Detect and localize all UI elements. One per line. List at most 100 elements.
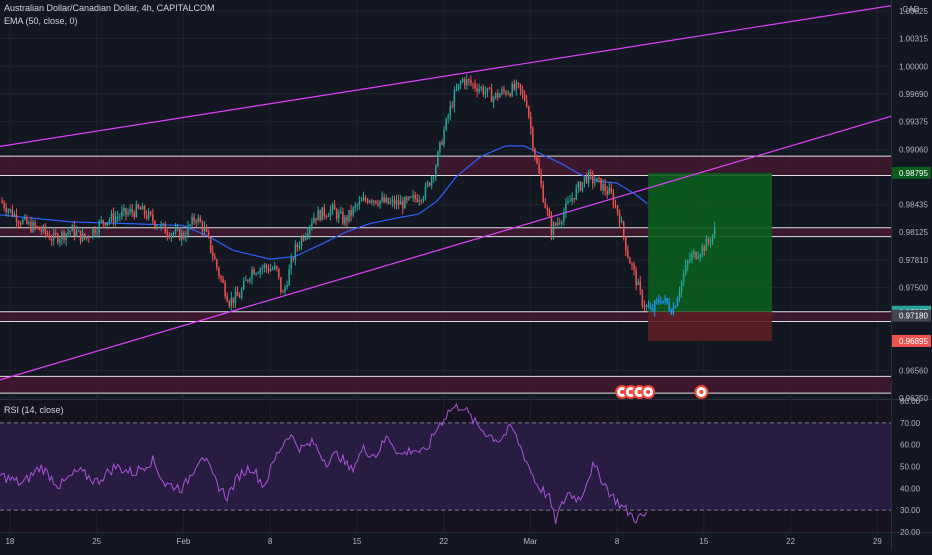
candle-body: [375, 200, 377, 204]
candle-body: [684, 265, 687, 275]
candle-body: [30, 222, 32, 232]
price-tick-label: 0.96250: [899, 394, 928, 403]
candle-body: [147, 211, 150, 219]
candle-body: [102, 219, 105, 223]
candle-body: [356, 205, 359, 207]
candle-body: [21, 219, 24, 224]
candle-body: [79, 230, 82, 242]
candle-body: [17, 222, 20, 224]
trendline: [0, 5, 892, 147]
candle-body: [63, 231, 65, 240]
candle-body: [474, 83, 476, 89]
candle-body: [486, 87, 489, 93]
currency-label: CAD: [903, 5, 920, 14]
candle-body: [410, 196, 412, 198]
candle-body: [662, 300, 664, 303]
candle-body: [143, 205, 146, 215]
candle-body: [298, 246, 301, 248]
candle-body: [571, 198, 573, 202]
candle-body: [333, 204, 336, 210]
candle-body: [484, 92, 487, 95]
candle-body: [214, 256, 216, 260]
candle-body: [387, 197, 390, 204]
economic-event-dot: [646, 390, 651, 394]
candle-body: [527, 106, 530, 118]
candle-body: [620, 221, 623, 223]
candle-body: [162, 223, 164, 225]
time-tick-label: Mar: [523, 537, 537, 546]
candle-body: [209, 237, 212, 252]
candle-body: [311, 222, 313, 227]
rsi-indicator-label[interactable]: RSI (14, close): [4, 405, 64, 415]
candle-body: [1, 200, 3, 203]
candle-body: [393, 199, 396, 206]
candle-body: [594, 182, 596, 184]
candle-body: [75, 231, 78, 237]
candle-body: [218, 267, 220, 276]
candle-body: [81, 233, 84, 242]
candle-body: [337, 212, 340, 219]
candle-body: [470, 80, 472, 84]
ema-indicator-label[interactable]: EMA (50, close, 0): [4, 16, 78, 26]
candle-body: [247, 279, 249, 281]
candle-body: [296, 244, 299, 247]
candle-body: [59, 239, 61, 243]
candle-body: [604, 183, 606, 192]
candle-body: [150, 211, 152, 215]
candle-body: [199, 217, 202, 223]
candle-body: [176, 228, 179, 230]
candle-body: [152, 214, 154, 222]
candle-body: [257, 273, 259, 275]
candle-body: [61, 231, 63, 240]
rsi-tick-label: 40.00: [900, 484, 921, 493]
candle-body: [668, 303, 670, 311]
candle-body: [15, 214, 18, 223]
candle-body: [709, 242, 712, 244]
candle-body: [313, 217, 315, 223]
candle-body: [406, 197, 408, 200]
candle-body: [340, 211, 342, 213]
rsi-tick-label: 80.00: [900, 397, 921, 406]
candle-body: [145, 214, 148, 219]
candle-body: [178, 228, 181, 241]
candle-body: [492, 97, 495, 103]
candle-body: [193, 216, 195, 222]
candle-body: [455, 89, 458, 91]
candle-body: [315, 217, 317, 221]
candle-body: [383, 197, 385, 203]
candle-body: [497, 92, 499, 98]
price-tick-label: 0.99690: [899, 90, 928, 99]
candle-body: [701, 245, 703, 255]
candle-body: [656, 300, 658, 302]
candle-body: [445, 118, 447, 131]
candle-body: [525, 100, 528, 107]
candle-body: [488, 87, 491, 89]
time-tick-label: 15: [352, 537, 361, 546]
rsi-tick-label: 70.00: [900, 419, 921, 428]
candle-body: [581, 182, 584, 191]
candle-body: [389, 201, 392, 204]
candle-body: [381, 197, 383, 201]
candle-body: [664, 298, 666, 301]
candle-body: [563, 212, 565, 222]
candle-body: [160, 223, 162, 228]
candle-body: [705, 238, 708, 251]
candle-body: [83, 233, 86, 239]
candle-body: [73, 225, 76, 237]
candle-body: [3, 202, 5, 209]
candle-body: [507, 93, 509, 95]
candle-body: [457, 84, 460, 90]
candle-body: [50, 239, 53, 241]
price-badge: [892, 334, 931, 347]
candle-body: [540, 173, 542, 185]
candle-body: [614, 205, 617, 207]
candle-body: [517, 82, 520, 84]
candle-body: [641, 290, 644, 306]
candle-body: [366, 200, 369, 203]
candle-body: [666, 298, 668, 304]
candle-body: [404, 197, 406, 209]
candle-body: [509, 93, 511, 96]
candle-body: [300, 237, 303, 247]
